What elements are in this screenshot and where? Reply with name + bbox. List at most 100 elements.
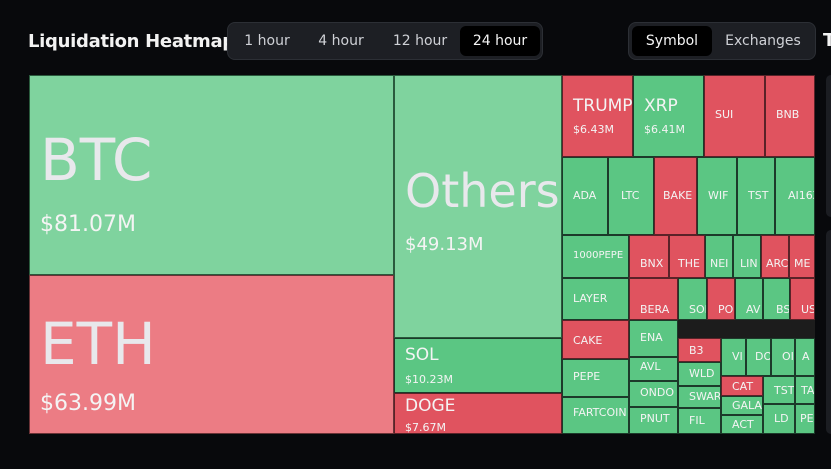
heatmap-tile-pepe[interactable]: PEPE (562, 359, 629, 397)
heatmap-tile-tst[interactable]: TST (737, 157, 775, 235)
heatmap-tile-av[interactable]: AV (735, 278, 763, 320)
tile-symbol: CAKE (573, 334, 603, 347)
heatmap-tile-fartcoin[interactable]: FARTCOIN (562, 397, 629, 434)
heatmap-tile-pnut[interactable]: PNUT (629, 407, 678, 434)
tile-symbol: ONDO (640, 386, 675, 399)
tile-value: $49.13M (405, 234, 484, 255)
tile-symbol: PE (800, 412, 814, 425)
heatmap-tile-a[interactable]: A (795, 338, 815, 376)
tile-symbol: ACT (732, 418, 754, 431)
heatmap-tile-ai16z[interactable]: AI16Z (775, 157, 815, 235)
heatmap-tile-b3[interactable]: B3 (678, 338, 721, 362)
heatmap-tile-pe[interactable]: PE (795, 404, 815, 434)
tile-symbol: BERA (640, 303, 670, 316)
heatmap-tile-ada[interactable]: ADA (562, 157, 608, 235)
heatmap-tile-ltc[interactable]: LTC (608, 157, 654, 235)
tile-symbol: VI (732, 350, 743, 363)
tile-symbol: TA (801, 384, 815, 397)
heatmap-tile-xrp[interactable]: XRP $6.41M (633, 75, 704, 157)
heatmap-tile-ld[interactable]: LD (763, 404, 795, 434)
heatmap-tile-ondo[interactable]: ONDO (629, 381, 678, 407)
heatmap-tile-gala[interactable]: GALA (721, 396, 763, 415)
group-by-symbol-button[interactable]: Symbol (632, 26, 712, 56)
heatmap-tile-wld[interactable]: WLD (678, 362, 721, 386)
tile-value: $6.43M (573, 123, 614, 136)
heatmap-tile-tst[interactable]: TST (763, 376, 795, 404)
tile-symbol: BS (776, 303, 790, 316)
heatmap-tile-the[interactable]: THE (669, 235, 705, 278)
tile-value: $6.41M (644, 123, 685, 136)
heatmap-tile-ta[interactable]: TA (795, 376, 815, 404)
heatmap-tile-me[interactable]: ME (789, 235, 815, 278)
heatmap-tile-cat[interactable]: CAT (721, 376, 763, 396)
tile-symbol: SOL (689, 303, 706, 316)
tile-value: $81.07M (40, 212, 136, 237)
heatmap-tile-us[interactable]: US (790, 278, 815, 320)
tile-symbol: SWAR (689, 390, 721, 403)
heatmap-tile-vi[interactable]: VI (721, 338, 746, 376)
heatmap-tile-layer[interactable]: LAYER (562, 278, 629, 320)
tile-symbol: PO (718, 303, 734, 316)
tile-symbol: ADA (573, 189, 597, 202)
heatmap-tile-oi[interactable]: OI (771, 338, 795, 376)
heatmap-tile-others[interactable]: Others $49.13M (394, 75, 562, 338)
tile-symbol: GALA (732, 399, 762, 412)
tile-symbol: BNB (776, 108, 800, 121)
heatmap-tile-bnb[interactable]: BNB (765, 75, 815, 157)
tile-symbol: NEI (710, 257, 729, 270)
tile-symbol: ME (794, 257, 811, 270)
tile-symbol: ENA (640, 331, 663, 344)
heatmap-tile-avl[interactable]: AVL (629, 357, 678, 381)
heatmap-tile-1000pepe[interactable]: 1000PEPE (562, 235, 629, 278)
heatmap-tile-trump[interactable]: TRUMP $6.43M (562, 75, 633, 157)
heatmap-tile-po[interactable]: PO (707, 278, 735, 320)
tile-symbol: PNUT (640, 412, 670, 425)
heatmap-tile-eth[interactable]: ETH $63.99M (29, 275, 394, 434)
tile-symbol: B3 (689, 344, 704, 357)
tile-symbol: THE (678, 257, 700, 270)
tile-symbol: 1000PEPE (573, 250, 624, 261)
group-by-selector: Symbol Exchanges (628, 22, 816, 60)
heatmap-tile-do[interactable]: DO (746, 338, 771, 376)
offscreen-panel (826, 75, 831, 217)
tile-symbol: US (801, 303, 815, 316)
time-range-selector: 1 hour 4 hour 12 hour 24 hour (227, 22, 543, 60)
tile-symbol: TRUMP (573, 96, 633, 116)
tile-symbol: LD (774, 412, 789, 425)
time-range-24h-button[interactable]: 24 hour (460, 26, 540, 56)
heatmap-tile-nei[interactable]: NEI (705, 235, 733, 278)
heatmap-tile-bake[interactable]: BAKE (654, 157, 697, 235)
heatmap-tile-cake[interactable]: CAKE (562, 320, 629, 359)
tile-symbol: FIL (689, 414, 705, 427)
heatmap-tile-act[interactable]: ACT (721, 415, 763, 434)
heatmap-tile-wif[interactable]: WIF (697, 157, 737, 235)
tile-symbol: SUI (715, 108, 734, 121)
heatmap-tile-fil[interactable]: FIL (678, 408, 721, 434)
heatmap-tile-swar[interactable]: SWAR (678, 386, 721, 408)
tile-symbol: XRP (644, 96, 678, 116)
heatmap-tile-doge[interactable]: DOGE $7.67M (394, 393, 562, 434)
heatmap-tile-bs[interactable]: BS (763, 278, 790, 320)
tile-symbol: ETH (40, 310, 156, 378)
tile-symbol: OI (782, 350, 794, 363)
tile-symbol: SOL (405, 345, 439, 365)
heatmap-tile-ena[interactable]: ENA (629, 320, 678, 357)
heatmap-tile-lin[interactable]: LIN (733, 235, 761, 278)
time-range-1h-button[interactable]: 1 hour (244, 33, 290, 49)
tile-symbol: LAYER (573, 292, 608, 305)
tile-symbol: DOGE (405, 396, 456, 416)
time-range-12h-button[interactable]: 12 hour (392, 33, 448, 49)
tile-symbol: LIN (740, 257, 758, 270)
tile-value: $7.67M (405, 421, 446, 434)
heatmap-tile-btc[interactable]: BTC $81.07M (29, 75, 394, 275)
heatmap-tile-arc[interactable]: ARC (761, 235, 789, 278)
time-range-4h-button[interactable]: 4 hour (318, 33, 364, 49)
heatmap-tile-sol[interactable]: SOL (678, 278, 707, 320)
group-by-exchanges-button[interactable]: Exchanges (725, 33, 801, 49)
heatmap-tile-bera[interactable]: BERA (629, 278, 678, 320)
heatmap-tile-sui[interactable]: SUI (704, 75, 765, 157)
heatmap-tile-sol[interactable]: SOL $10.23M (394, 338, 562, 393)
heatmap-tile-bnx[interactable]: BNX (629, 235, 669, 278)
liquidation-heatmap: BTC $81.07M ETH $63.99M Others $49.13M SOL $10.… (29, 75, 815, 434)
tile-symbol: WIF (708, 189, 729, 202)
